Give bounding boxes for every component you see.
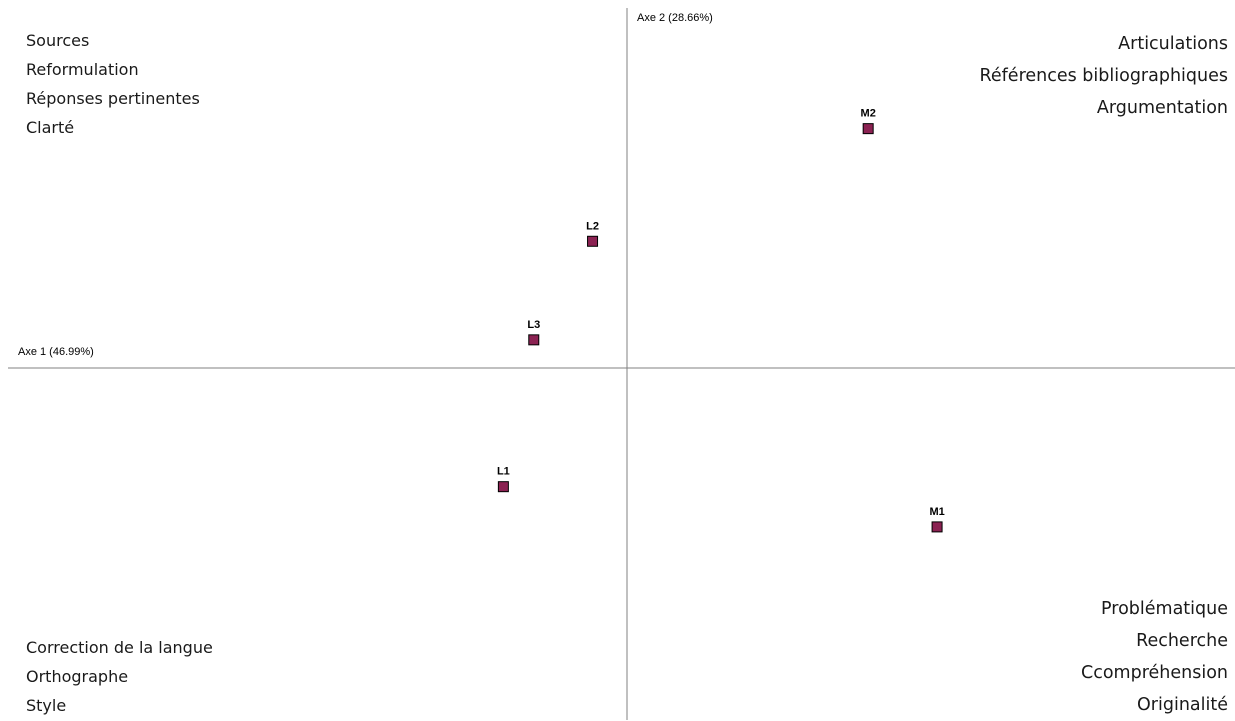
point-marker	[497, 481, 509, 493]
quadrant-labels-bottom-right: Problématique Recherche Ccompréhension O…	[1081, 593, 1228, 721]
quadrant-label: Articulations	[1118, 34, 1228, 54]
quadrant-label: Argumentation	[1096, 98, 1228, 118]
quadrant-label: Clarté	[26, 118, 75, 137]
point-label: M1	[929, 506, 944, 518]
point-marker	[862, 123, 874, 135]
point-label: L1	[497, 466, 510, 478]
point-marker	[587, 235, 599, 247]
point-marker	[528, 334, 540, 346]
quadrant-label: Ccompréhension	[1080, 663, 1228, 683]
quadrant-labels-top-left: Sources Reformulation Réponses pertinent…	[26, 26, 200, 142]
y-axis-label: Axe 2 (28.66%)	[637, 12, 713, 24]
data-point-m1: M1	[929, 506, 945, 533]
quadrant-label: Références bibliographiques	[979, 66, 1229, 86]
quadrant-label: Style	[26, 696, 67, 715]
data-point-l3: L3	[527, 319, 540, 346]
quadrant-label: Recherche	[1136, 631, 1228, 651]
points-layer: M2 L2 L3 L1 M1	[497, 108, 945, 533]
data-point-l2: L2	[586, 220, 599, 247]
quadrant-labels-bottom-left: Correction de la langue Orthographe Styl…	[26, 633, 213, 720]
quadrant-label: Réponses pertinentes	[26, 89, 200, 108]
quadrant-label: Problématique	[1101, 599, 1228, 619]
data-point-l1: L1	[497, 466, 510, 493]
quadrant-label: Orthographe	[26, 667, 129, 686]
data-point-m2: M2	[861, 108, 876, 135]
quadrant-label: Sources	[26, 31, 90, 50]
quadrant-label: Originalité	[1137, 695, 1228, 715]
quadrant-label: Reformulation	[26, 60, 139, 79]
quadrant-label: Correction de la langue	[26, 638, 213, 657]
point-label: L3	[527, 319, 540, 331]
x-axis-label: Axe 1 (46.99%)	[18, 346, 94, 358]
point-label: L2	[586, 220, 599, 232]
point-marker	[931, 521, 943, 533]
quadrant-labels-top-right: Articulations Références bibliographique…	[980, 28, 1229, 124]
point-label: M2	[861, 108, 876, 120]
